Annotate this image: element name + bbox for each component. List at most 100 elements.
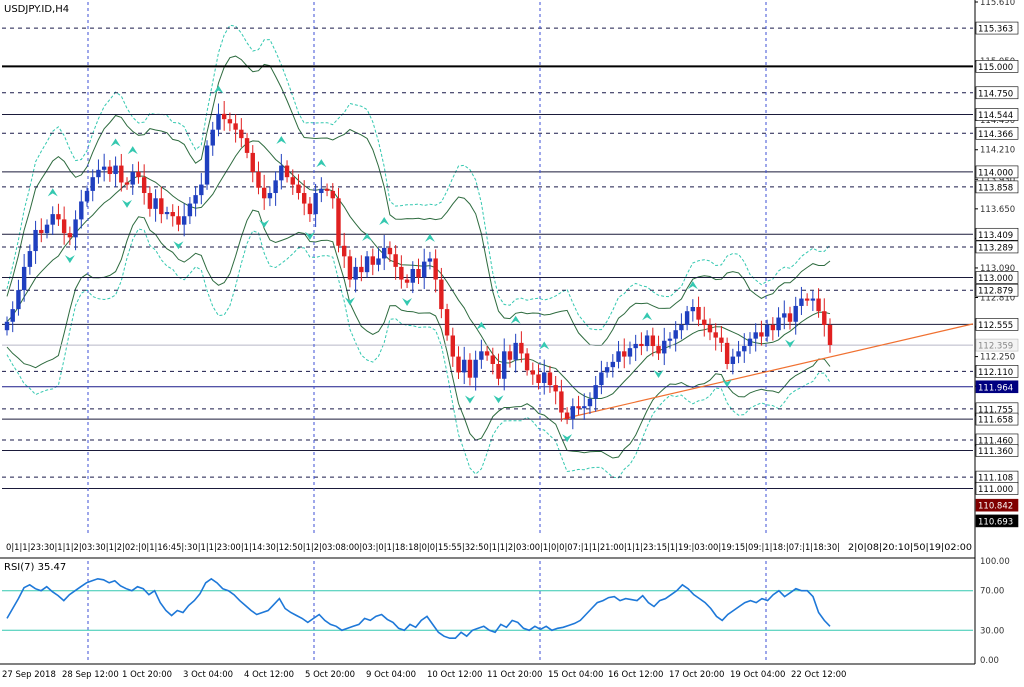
bear-candle — [233, 123, 238, 130]
bear-candle — [347, 256, 353, 280]
bull-candle — [616, 351, 621, 362]
price-label-text: 114.544 — [978, 111, 1013, 121]
rsi-tick-label: 70.00 — [980, 587, 1004, 597]
bull-candle — [4, 321, 10, 331]
price-label-text: 113.000 — [978, 274, 1013, 284]
fractal-down-arrow — [784, 339, 795, 348]
rsi-line — [6, 577, 831, 639]
fractal-down-arrow — [493, 395, 504, 404]
bear-candle — [816, 298, 821, 312]
trendlines[interactable] — [562, 323, 974, 420]
fractal-arrows — [47, 85, 795, 443]
time-gridlines — [87, 2, 767, 660]
fractal-down-arrow — [173, 241, 184, 250]
rsi-label: RSI(7) 35.47 — [4, 562, 66, 573]
bear-candle — [147, 193, 153, 209]
bull-candle — [679, 324, 684, 331]
fractal-up-arrow — [476, 321, 487, 330]
bear-candle — [553, 385, 558, 392]
time-axis-label: 22 Oct 12:00 — [791, 670, 846, 680]
support-trendline[interactable] — [562, 323, 974, 420]
bear-candle — [56, 214, 61, 220]
price-label-text: 114.366 — [978, 130, 1013, 140]
bull-candle — [479, 351, 484, 360]
price-label-box — [975, 318, 1019, 331]
bull-candle — [10, 309, 15, 322]
band-lower — [6, 209, 831, 459]
rsi-subwindow — [0, 557, 975, 639]
fractal-up-arrow — [362, 233, 373, 242]
bull-candle — [164, 212, 170, 215]
bull-candle — [267, 193, 273, 199]
price-label-text: 111.000 — [978, 485, 1013, 495]
candles — [4, 100, 833, 430]
price-label-text: 111.460 — [978, 436, 1013, 446]
bull-candle — [570, 406, 576, 419]
bull-candle — [16, 290, 21, 310]
bear-candle — [227, 119, 233, 124]
price-tick-label: 112.810 — [980, 293, 1015, 303]
bull-candle — [90, 177, 95, 191]
fractal-down-arrow — [259, 219, 270, 228]
fractal-down-arrow — [402, 297, 413, 306]
time-axis-label: 17 Oct 20:00 — [669, 670, 724, 680]
bear-candle — [530, 370, 536, 375]
bull-candle — [810, 298, 816, 301]
price-label-box — [975, 283, 1019, 297]
bear-candle — [261, 187, 267, 199]
price-tick-label: 114.210 — [980, 146, 1015, 156]
bull-candle — [542, 372, 547, 383]
price-label-box — [975, 338, 1019, 352]
bear-candle — [244, 138, 250, 153]
fractal-up-arrow — [47, 188, 58, 197]
horizontal-levels[interactable] — [2, 27, 973, 490]
time-axis-label: 15 Oct 04:00 — [548, 670, 603, 680]
bull-candle — [502, 351, 507, 379]
bull-candle — [113, 165, 118, 175]
rsi-tick-label: 30.00 — [980, 626, 1004, 636]
price-label-text: 111.658 — [978, 416, 1013, 426]
time-axis-label: 11 Oct 20:00 — [487, 670, 542, 680]
band-upper — [6, 55, 831, 346]
bull-candle — [153, 198, 158, 209]
time-axis-label: 4 Oct 12:00 — [244, 670, 294, 680]
price-label-box — [975, 514, 1019, 528]
bear-candle — [159, 198, 164, 215]
bear-candle — [804, 298, 810, 301]
bear-candle — [124, 182, 130, 185]
time-axis-label: 28 Sep 12:00 — [62, 670, 119, 680]
bear-candle — [399, 266, 404, 280]
bull-candle — [50, 214, 55, 225]
price-label-box — [975, 126, 1019, 140]
fractal-up-arrow — [276, 135, 287, 144]
price-label-box — [975, 180, 1019, 194]
price-label-text: 112.359 — [978, 342, 1013, 352]
bear-candle — [496, 363, 501, 379]
fractal-down-arrow — [304, 231, 315, 240]
time-axis-label: 5 Oct 20:00 — [305, 670, 355, 680]
rsi-tick-label: 100.00 — [980, 557, 1010, 567]
bear-candle — [239, 129, 244, 139]
fractal-up-arrow — [379, 217, 390, 226]
bear-candle — [524, 353, 530, 371]
bull-candle — [473, 359, 478, 378]
bear-candle — [296, 184, 301, 194]
bear-candle — [433, 258, 438, 280]
price-label-box — [975, 108, 1019, 121]
bull-candle — [79, 201, 84, 220]
price-label-text: 110.693 — [978, 517, 1013, 527]
bear-candle — [576, 406, 581, 409]
bull-candle — [582, 406, 587, 409]
bull-candle — [204, 145, 210, 185]
bull-candle — [382, 247, 387, 259]
bull-candle — [747, 338, 753, 347]
bear-candle — [507, 351, 513, 360]
rsi-tick-label: 0.00 — [980, 656, 999, 666]
price-label-text: 111.360 — [978, 447, 1013, 457]
bear-candle — [822, 311, 827, 325]
price-label-box — [975, 271, 1019, 284]
bull-candle — [673, 330, 678, 339]
